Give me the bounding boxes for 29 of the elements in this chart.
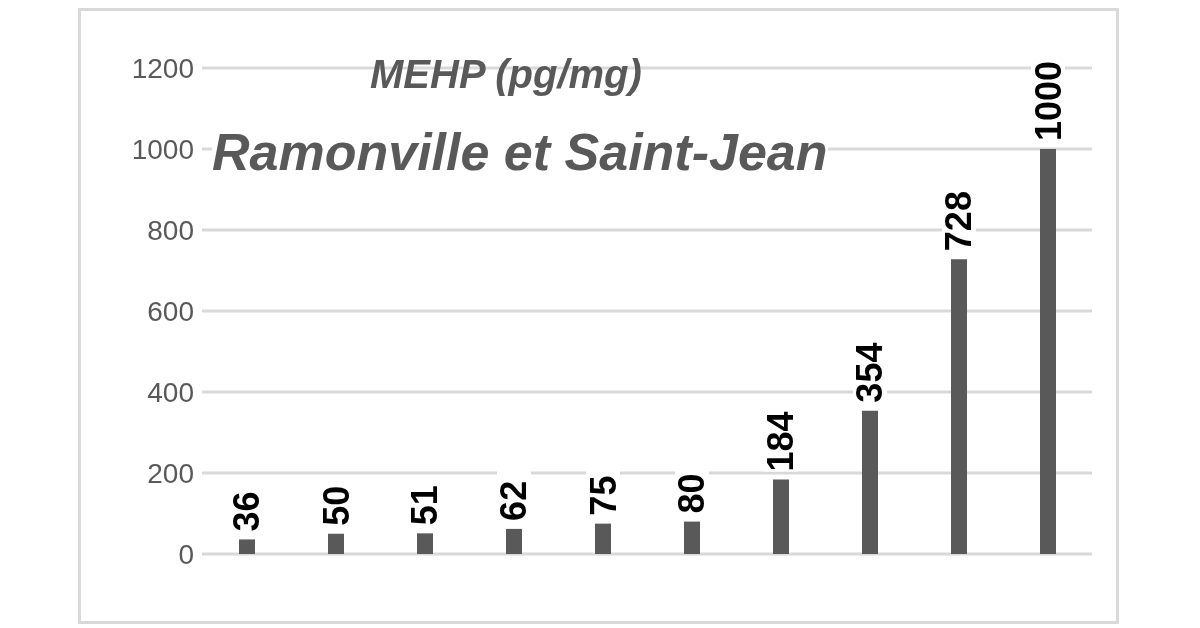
data-label: 62 <box>493 480 535 521</box>
data-label: 728 <box>938 191 980 252</box>
y-tick-label: 400 <box>147 376 194 408</box>
bar <box>417 533 433 554</box>
chart-title: MEHP (pg/mg) <box>370 52 642 97</box>
data-label: 354 <box>849 342 891 403</box>
bar <box>595 523 611 554</box>
data-label: 50 <box>315 485 357 526</box>
bar <box>773 479 789 554</box>
bar <box>1040 149 1056 554</box>
bar <box>684 521 700 554</box>
bar <box>862 410 878 554</box>
y-tick-label: 200 <box>147 457 194 489</box>
data-label: 51 <box>404 485 446 526</box>
y-tick-label: 1000 <box>131 133 194 165</box>
y-tick-label: 600 <box>147 295 194 327</box>
data-label: 80 <box>671 473 713 514</box>
bar <box>328 533 344 554</box>
y-tick-label: 1200 <box>131 52 194 84</box>
data-label: 36 <box>226 491 268 532</box>
bar <box>951 259 967 554</box>
bar <box>239 539 255 554</box>
data-label: 1000 <box>1027 60 1069 141</box>
y-tick-label: 0 <box>178 538 194 570</box>
text: Ramonville et Saint-Jean <box>212 122 828 182</box>
bar <box>506 528 522 554</box>
y-tick-label: 800 <box>147 214 194 246</box>
data-label: 184 <box>760 411 802 472</box>
data-label: 75 <box>582 475 624 516</box>
